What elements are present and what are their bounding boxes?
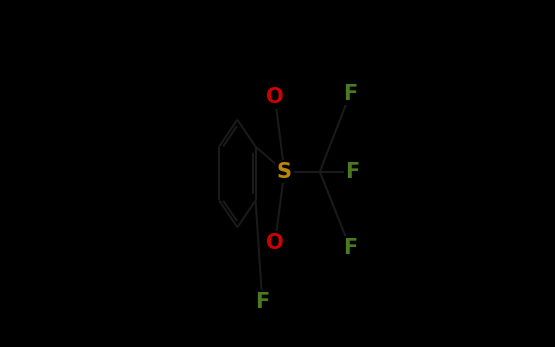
- Text: F: F: [345, 162, 360, 182]
- Text: O: O: [266, 233, 284, 253]
- Text: O: O: [266, 87, 284, 107]
- Text: F: F: [343, 238, 357, 258]
- Text: F: F: [343, 84, 357, 104]
- Text: S: S: [277, 162, 292, 182]
- Text: F: F: [255, 292, 269, 312]
